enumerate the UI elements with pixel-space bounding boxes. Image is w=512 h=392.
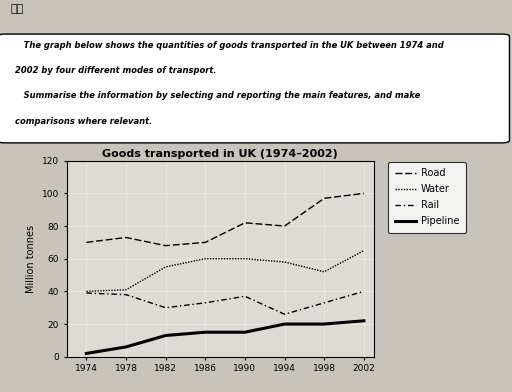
- Y-axis label: Million tonnes: Million tonnes: [26, 225, 36, 293]
- Legend: Road, Water, Rail, Pipeline: Road, Water, Rail, Pipeline: [388, 162, 466, 233]
- Text: Summarise the information by selecting and reporting the main features, and make: Summarise the information by selecting a…: [15, 91, 421, 100]
- FancyBboxPatch shape: [0, 34, 509, 143]
- Text: 题目: 题目: [10, 4, 24, 15]
- Text: The graph below shows the quantities of goods transported in the UK between 1974: The graph below shows the quantities of …: [15, 41, 444, 50]
- Text: comparisons where relevant.: comparisons where relevant.: [15, 117, 153, 126]
- Title: Goods transported in UK (1974–2002): Goods transported in UK (1974–2002): [102, 149, 338, 158]
- Text: 2002 by four different modes of transport.: 2002 by four different modes of transpor…: [15, 66, 217, 75]
